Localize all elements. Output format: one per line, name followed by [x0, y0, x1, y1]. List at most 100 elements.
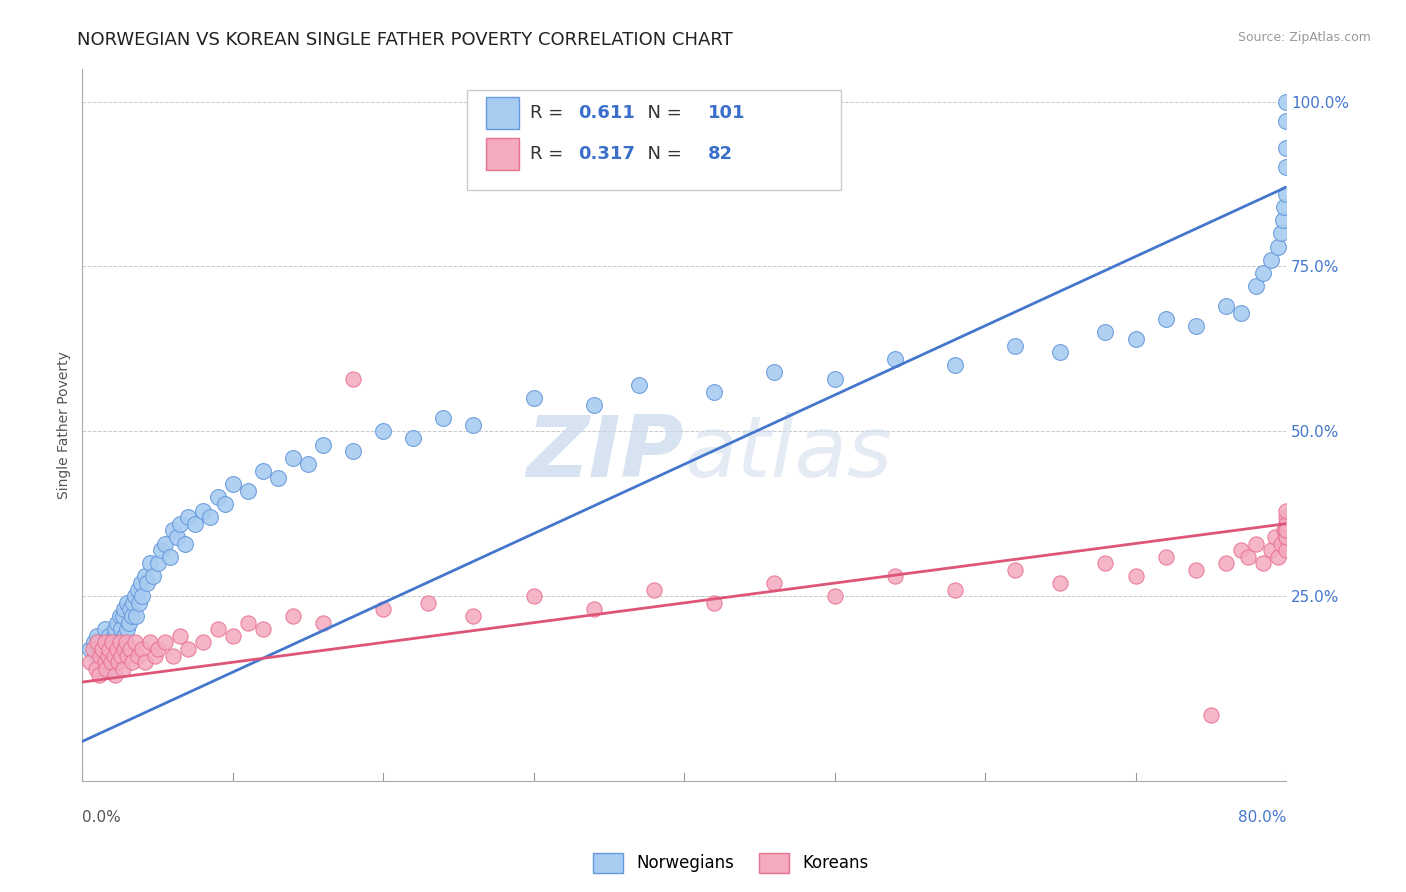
Point: [1271, 213, 1294, 227]
Point: [1275, 510, 1298, 524]
Text: ZIP: ZIP: [526, 412, 685, 495]
Point: [136, 576, 159, 591]
Point: [117, 596, 139, 610]
Point: [115, 635, 138, 649]
Point: [1260, 252, 1282, 267]
Point: [121, 609, 143, 624]
Point: [1230, 543, 1253, 558]
Point: [207, 491, 229, 505]
Point: [1094, 326, 1116, 340]
Point: [127, 582, 149, 597]
Point: [122, 596, 145, 610]
Point: [176, 510, 198, 524]
Point: [149, 543, 172, 558]
Point: [134, 569, 156, 583]
Point: [97, 635, 120, 649]
Point: [118, 615, 141, 630]
Point: [267, 470, 290, 484]
Point: [1274, 524, 1296, 538]
Point: [107, 655, 129, 669]
Point: [1184, 563, 1206, 577]
Point: [131, 589, 153, 603]
Point: [184, 516, 207, 531]
Point: [103, 648, 125, 663]
Point: [1275, 186, 1298, 201]
Point: [1275, 141, 1298, 155]
Point: [1230, 305, 1253, 319]
Text: 0.0%: 0.0%: [83, 810, 121, 824]
Point: [94, 635, 117, 649]
Point: [763, 576, 786, 591]
Point: [153, 536, 176, 550]
Point: [146, 557, 169, 571]
Point: [107, 648, 129, 663]
Text: atlas: atlas: [685, 412, 893, 495]
Point: [1125, 569, 1147, 583]
Point: [523, 589, 546, 603]
Text: N =: N =: [636, 145, 688, 163]
Point: [98, 655, 121, 669]
Point: [883, 569, 905, 583]
Point: [86, 629, 108, 643]
Point: [105, 615, 128, 630]
Point: [1253, 557, 1275, 571]
Point: [98, 642, 121, 657]
Point: [94, 635, 117, 649]
Point: [129, 576, 152, 591]
Point: [943, 359, 966, 373]
Point: [1275, 524, 1298, 538]
Point: [214, 497, 236, 511]
Point: [1094, 557, 1116, 571]
Point: [104, 655, 127, 669]
Point: [763, 365, 786, 379]
Text: 101: 101: [709, 104, 745, 122]
Point: [297, 458, 319, 472]
Point: [94, 655, 117, 669]
Point: [1275, 95, 1298, 109]
Point: [463, 609, 485, 624]
Point: [1275, 543, 1298, 558]
Point: [463, 417, 485, 432]
Point: [86, 648, 108, 663]
FancyBboxPatch shape: [485, 97, 519, 129]
Point: [96, 662, 118, 676]
Point: [124, 635, 146, 649]
Point: [342, 371, 364, 385]
Text: 80.0%: 80.0%: [1237, 810, 1286, 824]
Point: [1049, 576, 1071, 591]
Point: [281, 450, 304, 465]
Point: [96, 662, 118, 676]
Point: [100, 655, 122, 669]
Point: [128, 596, 150, 610]
Point: [418, 596, 440, 610]
Point: [523, 392, 546, 406]
Point: [90, 642, 112, 657]
Point: [120, 602, 142, 616]
Point: [703, 384, 725, 399]
Point: [703, 596, 725, 610]
Point: [108, 635, 131, 649]
Point: [1253, 266, 1275, 280]
Point: [1004, 563, 1026, 577]
Point: [373, 425, 395, 439]
Point: [222, 477, 245, 491]
Point: [131, 642, 153, 657]
Point: [1275, 516, 1298, 531]
Point: [1125, 332, 1147, 346]
Point: [108, 609, 131, 624]
FancyBboxPatch shape: [467, 90, 841, 190]
Point: [252, 622, 274, 636]
Point: [124, 589, 146, 603]
Point: [1264, 530, 1286, 544]
Point: [162, 648, 184, 663]
Point: [1275, 503, 1298, 517]
Point: [103, 648, 125, 663]
Point: [100, 648, 122, 663]
Point: [79, 655, 101, 669]
Point: [112, 642, 135, 657]
Point: [110, 622, 132, 636]
Point: [139, 635, 162, 649]
Point: [162, 524, 184, 538]
Point: [342, 444, 364, 458]
Point: [1004, 338, 1026, 352]
